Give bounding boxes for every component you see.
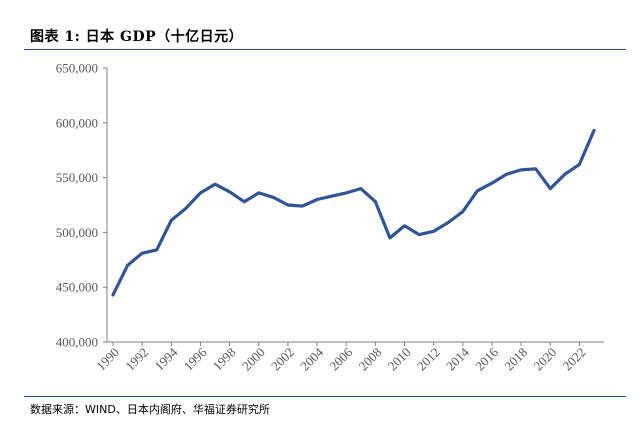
x-tick-label: 2006 [326,344,355,373]
y-tick-label: 600,000 [56,115,98,130]
x-tick-label: 1996 [181,344,210,373]
x-tick-label: 2000 [239,345,268,374]
x-tick-label: 2018 [501,345,530,374]
y-tick-label: 650,000 [56,61,98,76]
x-tick-label: 2004 [297,344,326,373]
title-rule [24,49,626,50]
chart-series [111,128,596,297]
x-tick-label: 2010 [385,345,414,374]
x-tick-label: 2012 [414,345,443,374]
x-tick-label: 1994 [151,344,180,373]
y-tick-label: 550,000 [56,170,98,185]
y-tick-label: 400,000 [56,335,98,350]
x-tick-label: 2008 [355,345,384,374]
x-tick-label: 1992 [122,345,151,374]
x-tick-label: 2014 [443,344,472,373]
source-rule [24,396,626,397]
x-tick-label: 2022 [560,345,589,374]
source-note: 数据来源：WIND、日本内阁府、华福证券研究所 [30,403,270,416]
chart-title: 图表 1: 日本 GDP（十亿日元） [30,29,244,45]
chart-axes [106,68,604,343]
y-tick-label: 450,000 [56,280,98,295]
x-tick-label: 1998 [210,345,239,374]
x-tick-label: 2002 [268,345,297,374]
y-tick-label: 500,000 [56,225,98,240]
x-tick-label: 2016 [472,344,501,373]
gdp-series-line [111,128,596,297]
y-axis-ticks: 400,000 450,000 500,000 550,000 600,000 650,0… [56,61,107,350]
x-tick-label: 2020 [530,345,559,374]
x-axis-ticks: 1990 1992 1994 1996 1998 2000 2002 2004 2006 2008… [93,342,589,374]
